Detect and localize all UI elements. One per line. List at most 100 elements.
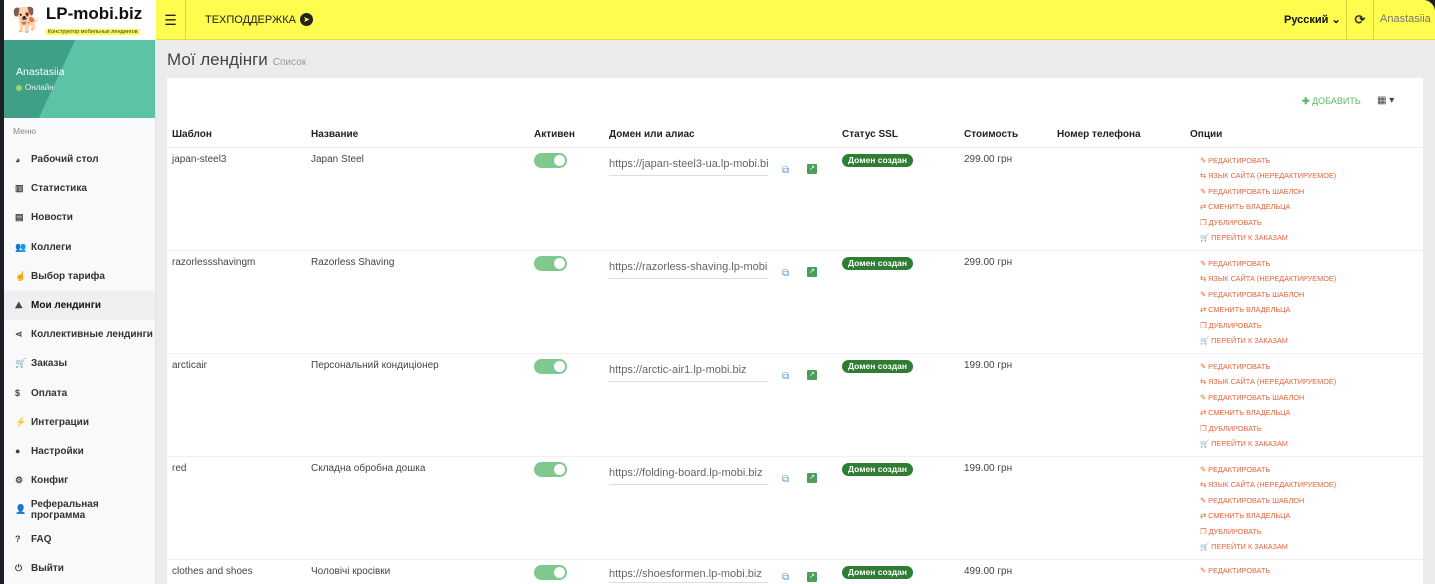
refresh-icon[interactable]: ⟳ [1346, 0, 1374, 40]
column-header[interactable]: Статус SSL [842, 129, 898, 140]
sidebar-item[interactable]: ▥ Статистика [4, 174, 155, 203]
price-cell: 199.00 грн [964, 360, 1013, 371]
bar-chart-icon: ▥ [15, 183, 24, 194]
option-link[interactable]: ⇆ ЯЗЫК САЙТА (НЕРЕДАКТИРУЕМОЕ) [1200, 274, 1336, 289]
logo[interactable]: 🐕 LP-mobi.biz Конструктор мобильных лендин… [4, 0, 156, 40]
page-subtitle: Список [272, 57, 307, 68]
active-toggle[interactable] [534, 462, 567, 477]
user-menu[interactable]: Anastasiia [1380, 13, 1431, 25]
option-icon: ❐ [1200, 423, 1207, 433]
ssl-status-badge: Домен создан [842, 154, 914, 167]
column-header[interactable]: Шаблон [172, 129, 212, 140]
option-link[interactable]: ✎ РЕДАКТИРОВАТЬ [1200, 259, 1336, 274]
add-button[interactable]: ✚ ДОБАВИТЬ [1302, 96, 1361, 106]
open-link-icon[interactable]: ↗ [807, 370, 817, 380]
sidebar-item[interactable]: ⚙ Конфиг [4, 466, 155, 495]
support-label: ТЕХПОДДЕРЖКА [205, 13, 296, 26]
column-header[interactable]: Опции [1190, 129, 1223, 140]
copy-icon[interactable]: ⧉ [782, 165, 790, 176]
option-link[interactable]: 🛒 ПЕРЕЙТИ К ЗАКАЗАМ [1200, 439, 1336, 454]
sidebar-item[interactable]: ⚡ Интеграции [4, 408, 155, 437]
sidebar-item[interactable]: ? FAQ [4, 524, 155, 553]
column-header[interactable]: Название [311, 129, 359, 140]
option-link[interactable]: ✎ РЕДАКТИРОВАТЬ ШАБЛОН [1200, 496, 1336, 511]
option-link[interactable]: ⇆ ЯЗЫК САЙТА (НЕРЕДАКТИРУЕМОЕ) [1200, 171, 1336, 186]
open-link-icon[interactable]: ↗ [807, 267, 817, 277]
sidebar-item[interactable]: 🛒 Заказы [4, 349, 155, 378]
open-link-icon[interactable]: ↗ [807, 473, 817, 483]
sidebar-item[interactable]: ▤ Новости [4, 203, 155, 232]
option-link[interactable]: ❐ ДУБЛИРОВАТЬ [1200, 527, 1336, 542]
sidebar-item[interactable]: ⏻ Выйти [4, 554, 155, 583]
option-link[interactable]: 🛒 ПЕРЕЙТИ К ЗАКАЗАМ [1200, 542, 1336, 557]
option-link[interactable]: ⇆ ЯЗЫК САЙТА (НЕРЕДАКТИРУЕМОЕ) [1200, 480, 1336, 495]
option-link[interactable]: ⇄ СМЕНИТЬ ВЛАДЕЛЬЦА [1200, 202, 1336, 217]
column-header[interactable]: Номер телефона [1057, 129, 1141, 140]
language-label: Русский [1284, 14, 1329, 26]
option-link[interactable]: ✎ РЕДАКТИРОВАТЬ [1200, 156, 1336, 171]
language-dropdown[interactable]: Русский ⌄ [1284, 13, 1341, 26]
copy-icon[interactable]: ⧉ [782, 474, 790, 485]
sidebar-item[interactable]: 👤 Реферальная программа [4, 495, 155, 524]
option-link[interactable]: 🛒 ПЕРЕЙТИ К ЗАКАЗАМ [1200, 233, 1336, 248]
active-toggle[interactable] [534, 565, 567, 580]
page-title-text: Мої лендінги [167, 50, 268, 69]
sidebar-item-label: Выйти [31, 562, 64, 574]
option-link[interactable]: ✎ РЕДАКТИРОВАТЬ [1200, 362, 1336, 377]
option-icon: ✎ [1200, 465, 1207, 474]
sidebar-item[interactable]: ⛰ Мои лендинги [4, 290, 155, 321]
active-toggle[interactable] [534, 256, 567, 271]
option-link[interactable]: ❐ ДУБЛИРОВАТЬ [1200, 424, 1336, 439]
sidebar-item[interactable]: ☝ Выбор тарифа [4, 262, 155, 291]
column-header[interactable]: Стоимость [964, 129, 1019, 140]
option-label: РЕДАКТИРОВАТЬ [1208, 259, 1271, 268]
column-header[interactable]: Домен или алиас [609, 129, 695, 140]
sidebar-item[interactable]: ⋖ Коллективные лендинги [4, 320, 155, 349]
ssl-status-badge: Домен создан [842, 360, 914, 373]
copy-icon[interactable]: ⧉ [782, 572, 790, 583]
option-label: РЕДАКТИРОВАТЬ ШАБЛОН [1208, 186, 1305, 196]
active-toggle[interactable] [534, 153, 567, 168]
option-icon: ⇆ [1200, 171, 1207, 181]
table-row: red Складна обробна дошка https://foldin… [167, 457, 1423, 560]
cogs-icon: ⚙ [15, 475, 24, 486]
column-header[interactable]: Активен [534, 129, 575, 140]
price-cell: 299.00 грн [964, 257, 1013, 268]
sidebar: Anastasiia Онлайн Меню ◕ Рабочий стол ▥ Стат… [4, 40, 156, 584]
option-link[interactable]: ✎ РЕДАКТИРОВАТЬ ШАБЛОН [1200, 187, 1336, 202]
sidebar-item[interactable]: 👥 Коллеги [4, 233, 155, 262]
option-link[interactable]: ⇄ СМЕНИТЬ ВЛАДЕЛЬЦА [1200, 511, 1336, 526]
active-toggle[interactable] [534, 359, 567, 374]
domain-field[interactable]: https://razorless-shaving.lp-mobi.biz [609, 261, 768, 279]
option-link[interactable]: ⇆ ЯЗЫК САЙТА (НЕРЕДАКТИРУЕМОЕ) [1200, 377, 1336, 392]
option-link[interactable]: ✎ РЕДАКТИРОВАТЬ ШАБЛОН [1200, 290, 1336, 305]
option-icon: ⇄ [1200, 511, 1207, 521]
copy-icon[interactable]: ⧉ [782, 371, 790, 382]
domain-field[interactable]: https://folding-board.lp-mobi.biz [609, 467, 768, 485]
option-link[interactable]: ✎ РЕДАКТИРОВАТЬ [1200, 566, 1270, 581]
domain-field[interactable]: https://shoesformen.lp-mobi.biz [609, 568, 768, 583]
open-link-icon[interactable]: ↗ [807, 572, 817, 582]
domain-field[interactable]: https://arctic-air1.lp-mobi.biz [609, 364, 768, 382]
menu-toggle-button[interactable]: ☰ [156, 0, 186, 40]
sidebar-item[interactable]: ● Настройки [4, 437, 155, 466]
dashboard-icon: ◕ [15, 154, 21, 165]
name-cell: Razorless Shaving [311, 257, 395, 268]
option-link[interactable]: ✎ РЕДАКТИРОВАТЬ ШАБЛОН [1200, 393, 1336, 408]
option-icon: ✎ [1200, 392, 1207, 402]
copy-icon[interactable]: ⧉ [782, 268, 790, 279]
sidebar-item[interactable]: $ Оплата [4, 379, 155, 408]
open-link-icon[interactable]: ↗ [807, 164, 817, 174]
sidebar-item-label: Заказы [31, 358, 68, 370]
sidebar-item[interactable]: ◕ Рабочий стол [4, 145, 155, 174]
option-link[interactable]: ❐ ДУБЛИРОВАТЬ [1200, 218, 1336, 233]
sidebar-item-label: Новости [31, 212, 73, 224]
support-link[interactable]: ТЕХПОДДЕРЖКА ➤ [205, 13, 313, 26]
columns-toggle-button[interactable]: ▦ ▾ [1377, 95, 1395, 106]
option-link[interactable]: ⇄ СМЕНИТЬ ВЛАДЕЛЬЦА [1200, 408, 1336, 423]
option-link[interactable]: ✎ РЕДАКТИРОВАТЬ [1200, 465, 1336, 480]
domain-field[interactable]: https://japan-steel3-ua.lp-mobi.biz [609, 158, 768, 176]
option-link[interactable]: 🛒 ПЕРЕЙТИ К ЗАКАЗАМ [1200, 336, 1336, 351]
option-link[interactable]: ⇄ СМЕНИТЬ ВЛАДЕЛЬЦА [1200, 305, 1336, 320]
option-link[interactable]: ❐ ДУБЛИРОВАТЬ [1200, 321, 1336, 336]
